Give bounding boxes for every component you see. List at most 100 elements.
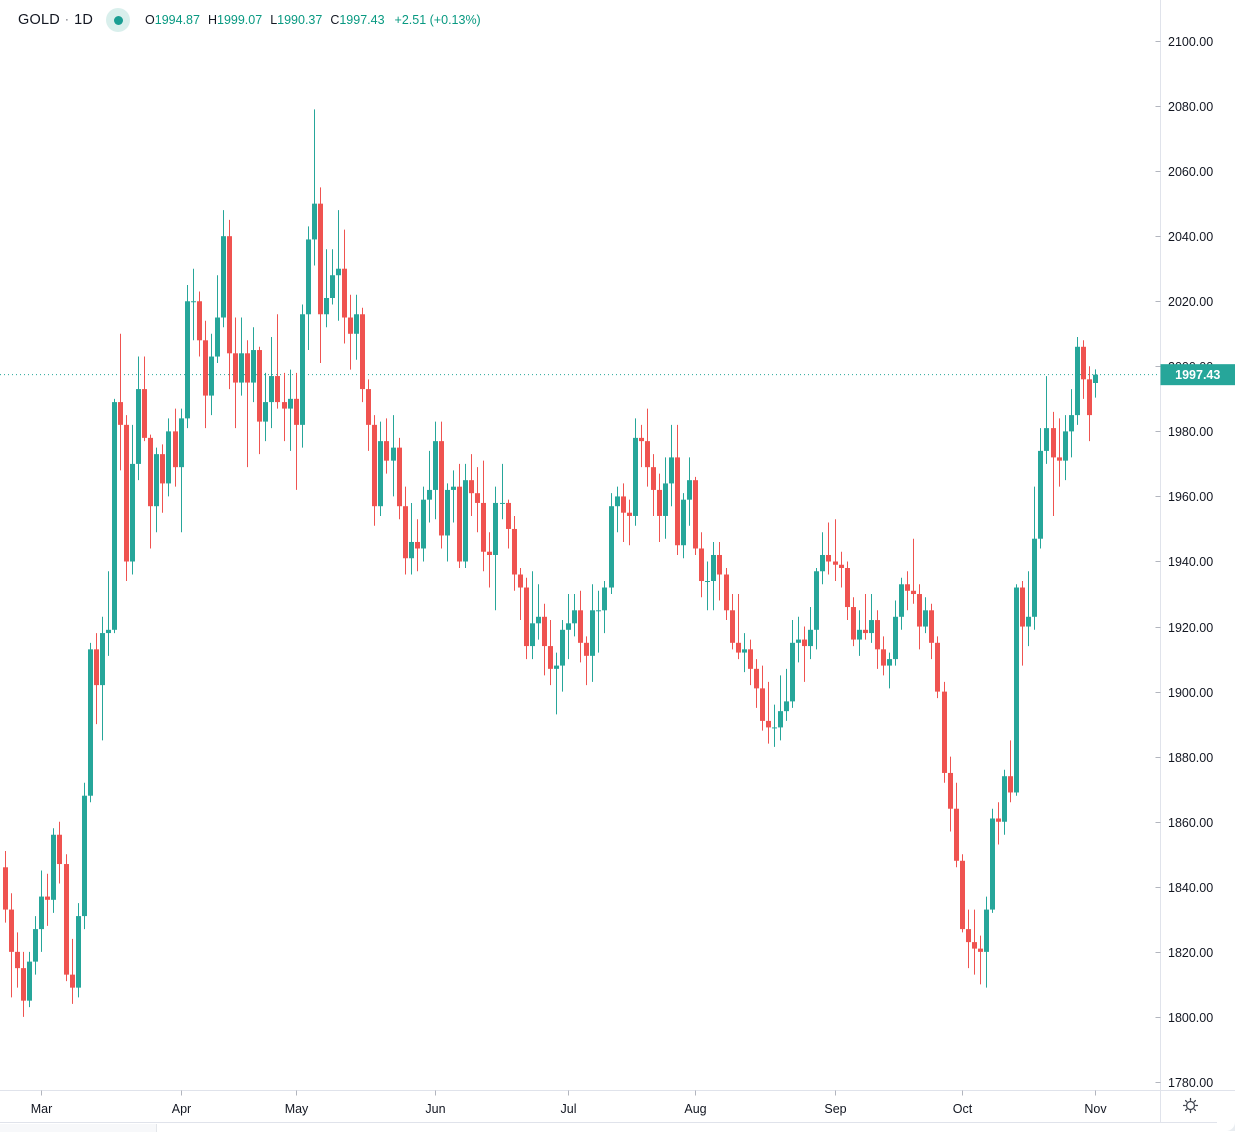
candle-body (584, 643, 589, 656)
candle-body (705, 581, 710, 582)
candle-body (972, 942, 977, 949)
candle (893, 601, 898, 666)
candle (118, 334, 123, 471)
candle-body (845, 568, 850, 607)
candle-body (397, 448, 402, 507)
candle-body (1008, 776, 1013, 792)
candle-body (960, 861, 965, 929)
candle (615, 487, 620, 533)
candle (651, 454, 656, 516)
candle (1087, 366, 1092, 441)
candle-body (185, 301, 190, 418)
price-tick-label: 1920.00 (1168, 621, 1213, 635)
candle (578, 591, 583, 663)
candle (209, 334, 214, 415)
candle (251, 327, 256, 402)
candle (100, 617, 105, 741)
candle (21, 952, 26, 1017)
candle-body (596, 610, 601, 611)
candle (1008, 740, 1013, 802)
month-label: Nov (1084, 1102, 1107, 1116)
candle-body (645, 441, 650, 467)
candle (536, 584, 541, 639)
candle (711, 542, 716, 610)
candle-body (1044, 428, 1049, 451)
candle (584, 636, 589, 685)
price-tick-label: 1980.00 (1168, 425, 1213, 439)
candle-body (294, 399, 299, 425)
candle-body (602, 588, 607, 611)
candle (960, 854, 965, 932)
candle (179, 409, 184, 533)
candle (487, 532, 492, 587)
candle-body (469, 480, 474, 493)
candle-body (766, 721, 771, 728)
candle (766, 682, 771, 744)
candle-body (542, 617, 547, 646)
candle (330, 249, 335, 304)
candle (233, 318, 238, 429)
candle-body (627, 513, 632, 516)
candle-body (106, 630, 111, 633)
candle (51, 828, 56, 913)
candle-body (693, 480, 698, 548)
candle (294, 373, 299, 490)
candle-body (245, 353, 250, 382)
month-label: Jul (561, 1102, 577, 1116)
candle-body (233, 353, 238, 382)
candle-body (148, 438, 153, 506)
candle (590, 584, 595, 682)
candle-body (1014, 588, 1019, 793)
candle (560, 620, 565, 692)
candle-body (124, 425, 129, 562)
candle (772, 705, 777, 747)
candle (784, 669, 789, 721)
candle (463, 464, 468, 568)
candle (760, 666, 765, 731)
candle (1081, 340, 1086, 399)
candle (923, 597, 928, 633)
candle-body (506, 503, 511, 529)
candle-body (415, 542, 420, 549)
candle (9, 893, 14, 997)
candle (403, 487, 408, 575)
candle (857, 610, 862, 656)
candle-body (112, 402, 117, 630)
candle (33, 916, 38, 975)
candle-body (784, 701, 789, 711)
candle (288, 370, 293, 451)
settings-button[interactable] (1182, 1097, 1212, 1119)
candle (1057, 418, 1062, 486)
candle (378, 422, 383, 516)
candle (15, 932, 20, 987)
candle (839, 552, 844, 588)
candle (530, 571, 535, 659)
price-axis[interactable]: 2100.002080.002060.002040.002020.002000.… (1156, 0, 1214, 1122)
candle-body (312, 204, 317, 240)
candle-body (530, 623, 535, 646)
price-tick-label: 1880.00 (1168, 751, 1213, 765)
candle-body (826, 555, 831, 562)
candle (833, 519, 838, 581)
candle-body (1057, 457, 1062, 460)
candle (397, 438, 402, 519)
candle (348, 295, 353, 370)
close-value: C1997.43 (330, 13, 384, 27)
candle-body (391, 448, 396, 461)
price-tick-label: 1820.00 (1168, 946, 1213, 960)
price-tick-label: 1960.00 (1168, 490, 1213, 504)
candle-body (748, 649, 753, 669)
candle (730, 594, 735, 649)
open-value: O1994.87 (145, 13, 200, 27)
candle-body (421, 500, 426, 549)
price-tick-label: 1780.00 (1168, 1076, 1213, 1090)
candle-body (966, 929, 971, 942)
candle (506, 500, 511, 549)
candle (814, 568, 819, 649)
candle (778, 675, 783, 740)
candle-body (384, 441, 389, 461)
candle-body (9, 910, 14, 952)
series-marker-button[interactable] (106, 8, 130, 32)
